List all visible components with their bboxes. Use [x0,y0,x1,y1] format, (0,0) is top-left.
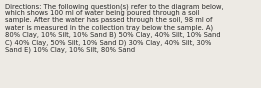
Text: Directions: The following question(s) refer to the diagram below,
which shows 10: Directions: The following question(s) re… [5,3,223,53]
